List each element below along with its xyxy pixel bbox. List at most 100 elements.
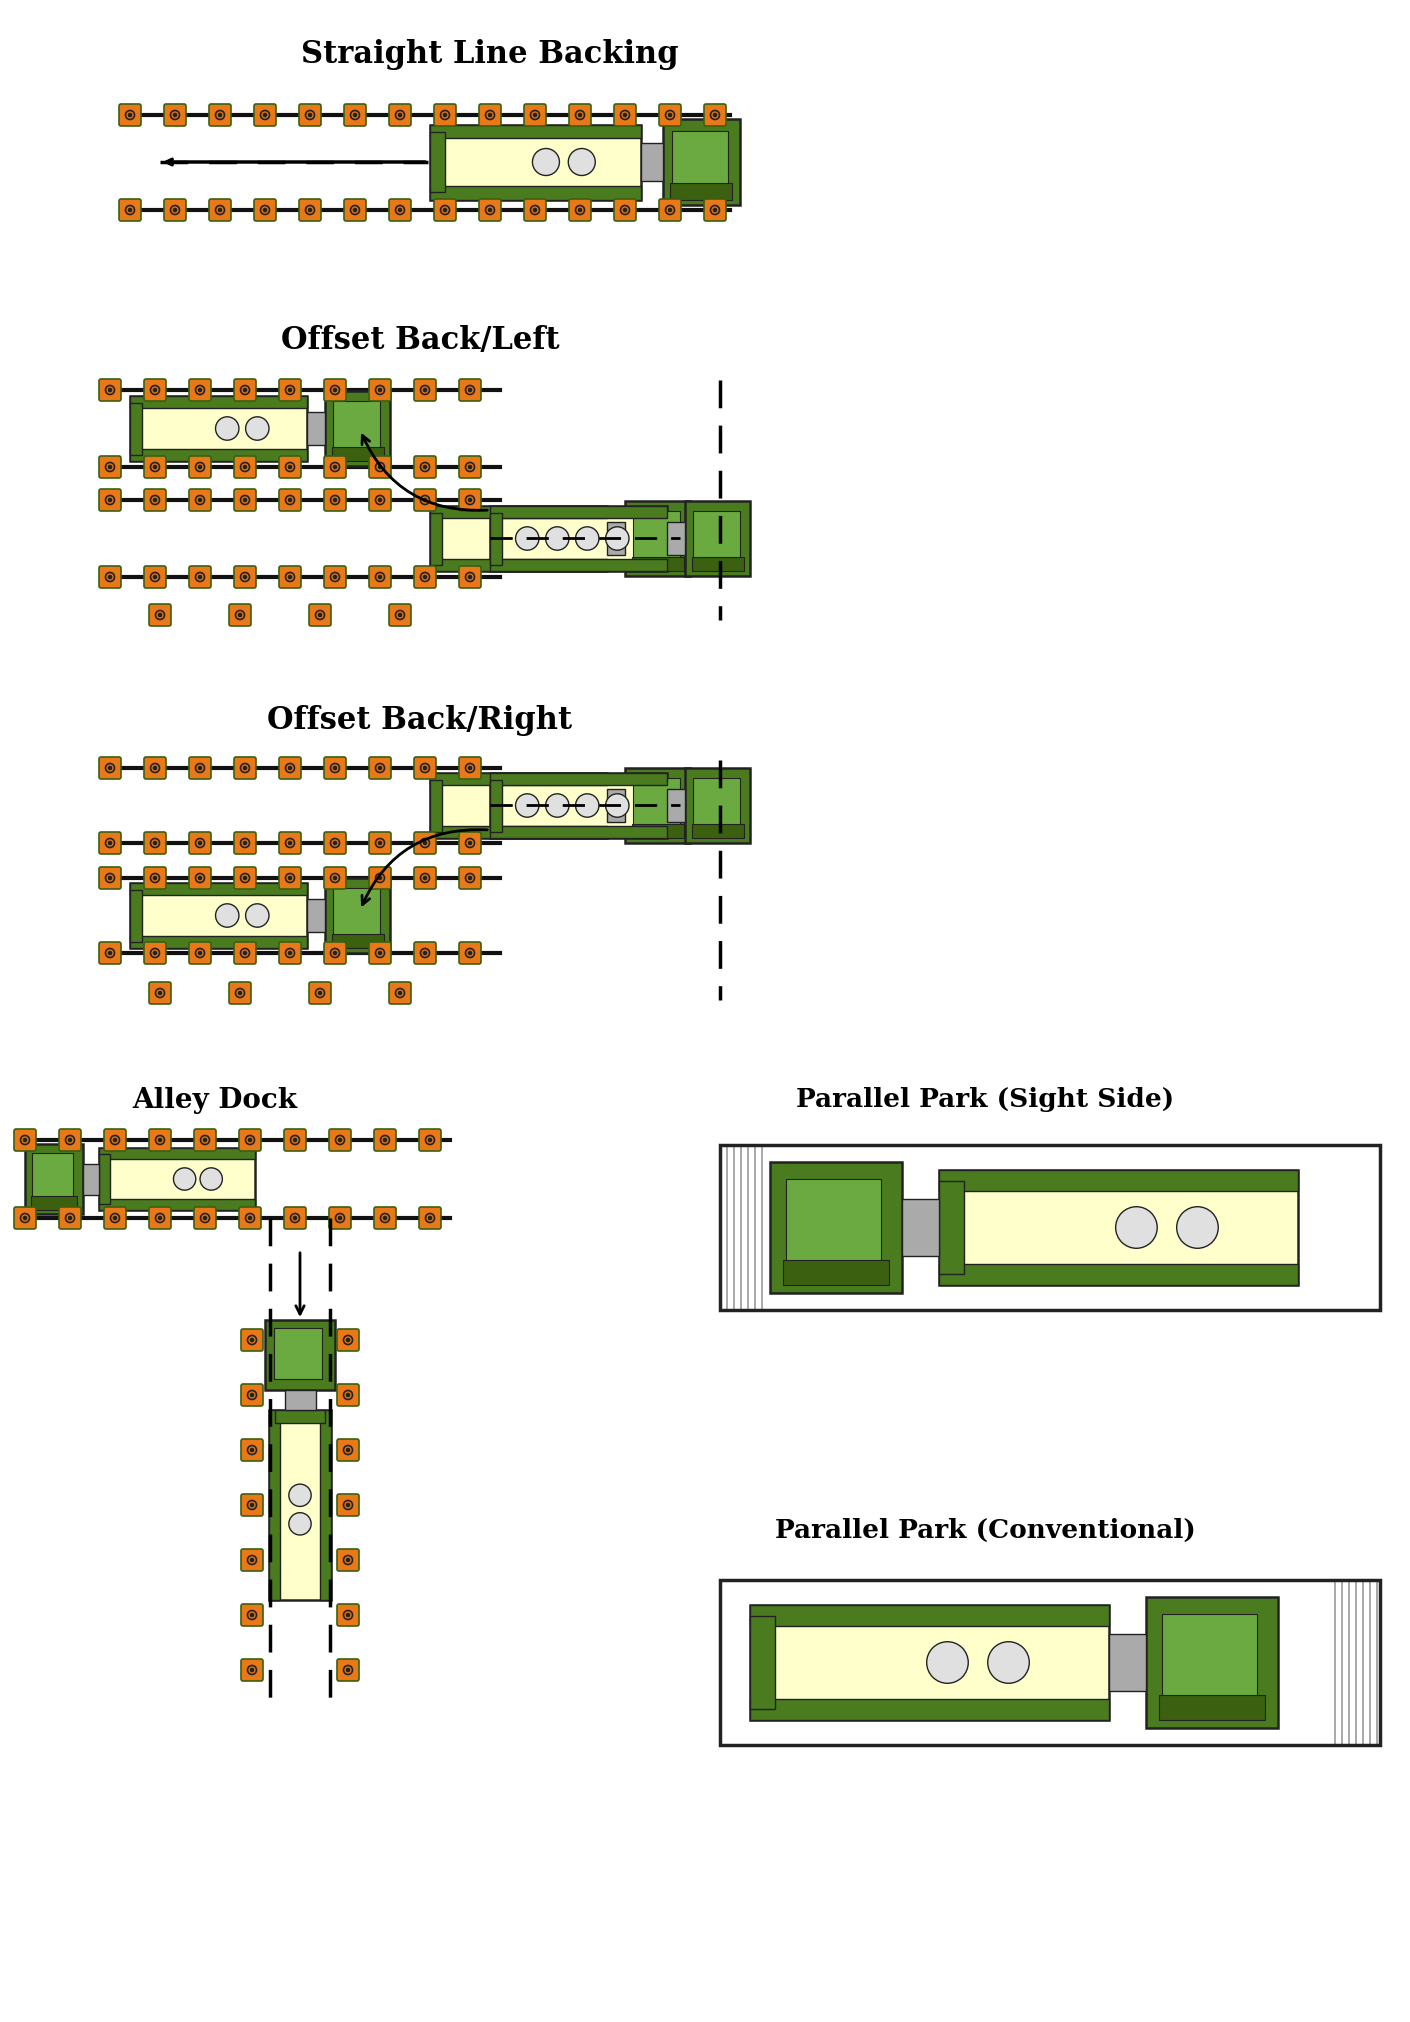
FancyBboxPatch shape bbox=[149, 605, 171, 627]
Bar bbox=[685, 768, 750, 843]
Bar bbox=[430, 772, 606, 837]
Bar bbox=[130, 402, 142, 455]
Circle shape bbox=[289, 1484, 312, 1506]
FancyBboxPatch shape bbox=[309, 605, 331, 627]
Circle shape bbox=[468, 465, 471, 469]
FancyBboxPatch shape bbox=[374, 1128, 396, 1151]
Circle shape bbox=[24, 1217, 27, 1219]
Circle shape bbox=[578, 113, 581, 117]
Circle shape bbox=[713, 208, 716, 212]
Bar bbox=[750, 1605, 1110, 1721]
Bar bbox=[606, 522, 625, 554]
FancyBboxPatch shape bbox=[389, 103, 410, 125]
FancyBboxPatch shape bbox=[99, 457, 121, 477]
Circle shape bbox=[109, 876, 111, 880]
FancyBboxPatch shape bbox=[389, 605, 410, 627]
Circle shape bbox=[199, 841, 202, 845]
Circle shape bbox=[264, 208, 266, 212]
FancyBboxPatch shape bbox=[415, 756, 436, 778]
FancyBboxPatch shape bbox=[525, 103, 546, 125]
Bar bbox=[491, 772, 667, 785]
Bar bbox=[320, 1409, 331, 1599]
Bar bbox=[31, 1197, 76, 1209]
Circle shape bbox=[238, 991, 241, 995]
Circle shape bbox=[378, 576, 382, 578]
Bar bbox=[939, 1181, 964, 1274]
FancyBboxPatch shape bbox=[369, 867, 391, 890]
Circle shape bbox=[423, 497, 427, 501]
Circle shape bbox=[245, 904, 269, 928]
Circle shape bbox=[516, 528, 539, 550]
Circle shape bbox=[199, 876, 202, 880]
Bar bbox=[692, 512, 740, 562]
FancyBboxPatch shape bbox=[613, 198, 636, 220]
Circle shape bbox=[219, 208, 221, 212]
FancyBboxPatch shape bbox=[99, 942, 121, 964]
Bar bbox=[130, 396, 307, 408]
Circle shape bbox=[128, 208, 131, 212]
FancyBboxPatch shape bbox=[104, 1207, 125, 1229]
Circle shape bbox=[216, 417, 238, 441]
FancyBboxPatch shape bbox=[704, 103, 726, 125]
Bar bbox=[1110, 1634, 1146, 1690]
FancyBboxPatch shape bbox=[337, 1494, 360, 1516]
FancyBboxPatch shape bbox=[460, 867, 481, 890]
Bar bbox=[633, 778, 680, 829]
FancyBboxPatch shape bbox=[369, 566, 391, 588]
Circle shape bbox=[251, 1448, 254, 1452]
Circle shape bbox=[154, 497, 157, 501]
Circle shape bbox=[289, 952, 292, 954]
FancyBboxPatch shape bbox=[460, 489, 481, 512]
FancyBboxPatch shape bbox=[189, 378, 211, 400]
Circle shape bbox=[68, 1138, 72, 1142]
FancyArrowPatch shape bbox=[362, 435, 488, 510]
FancyBboxPatch shape bbox=[299, 103, 321, 125]
Bar bbox=[285, 1389, 316, 1409]
FancyBboxPatch shape bbox=[324, 489, 345, 512]
Circle shape bbox=[468, 576, 471, 578]
FancyBboxPatch shape bbox=[279, 942, 300, 964]
Circle shape bbox=[289, 465, 292, 469]
Circle shape bbox=[384, 1217, 386, 1219]
FancyBboxPatch shape bbox=[324, 457, 345, 477]
FancyBboxPatch shape bbox=[99, 831, 121, 853]
FancyBboxPatch shape bbox=[149, 1128, 171, 1151]
FancyBboxPatch shape bbox=[149, 1207, 171, 1229]
Circle shape bbox=[158, 991, 162, 995]
FancyBboxPatch shape bbox=[658, 103, 681, 125]
FancyBboxPatch shape bbox=[195, 1128, 216, 1151]
Bar bbox=[265, 1320, 336, 1389]
Circle shape bbox=[154, 388, 157, 392]
FancyBboxPatch shape bbox=[189, 831, 211, 853]
Bar bbox=[606, 789, 625, 821]
FancyBboxPatch shape bbox=[415, 378, 436, 400]
Circle shape bbox=[109, 497, 111, 501]
Bar bbox=[32, 1153, 73, 1201]
Circle shape bbox=[568, 148, 595, 176]
FancyBboxPatch shape bbox=[369, 378, 391, 400]
Circle shape bbox=[238, 613, 241, 617]
Circle shape bbox=[354, 208, 357, 212]
Circle shape bbox=[289, 388, 292, 392]
Bar bbox=[667, 522, 685, 554]
FancyBboxPatch shape bbox=[570, 103, 591, 125]
Circle shape bbox=[347, 1614, 350, 1618]
Bar bbox=[99, 1155, 110, 1203]
Circle shape bbox=[333, 497, 337, 501]
Circle shape bbox=[399, 113, 402, 117]
Bar bbox=[275, 1409, 324, 1423]
FancyBboxPatch shape bbox=[337, 1603, 360, 1626]
Bar bbox=[670, 184, 732, 200]
FancyBboxPatch shape bbox=[99, 756, 121, 778]
Circle shape bbox=[289, 841, 292, 845]
FancyBboxPatch shape bbox=[479, 103, 501, 125]
FancyBboxPatch shape bbox=[369, 457, 391, 477]
FancyBboxPatch shape bbox=[118, 103, 141, 125]
FancyBboxPatch shape bbox=[344, 103, 367, 125]
FancyBboxPatch shape bbox=[283, 1128, 306, 1151]
Bar bbox=[691, 556, 743, 570]
Circle shape bbox=[378, 876, 382, 880]
Circle shape bbox=[333, 388, 337, 392]
Circle shape bbox=[378, 465, 382, 469]
Circle shape bbox=[251, 1668, 254, 1672]
